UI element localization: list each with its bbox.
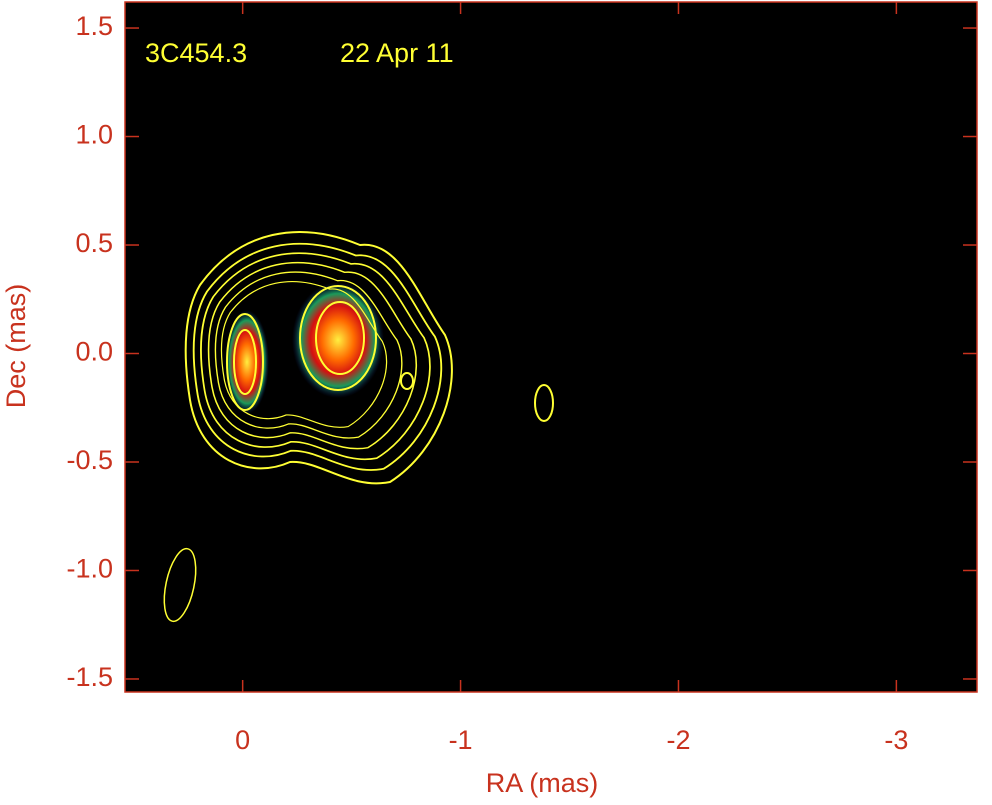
contour xyxy=(184,231,453,485)
x-tick-label: -1 xyxy=(449,725,473,755)
y-tick-label: 0.0 xyxy=(75,337,113,367)
x-axis-label: RA (mas) xyxy=(486,768,599,798)
plot-frame xyxy=(124,1,978,693)
contour xyxy=(299,285,377,391)
beam xyxy=(163,547,197,623)
contour xyxy=(534,384,554,422)
x-tick-label: -2 xyxy=(666,725,690,755)
contour xyxy=(400,372,414,390)
x-tick-label: 0 xyxy=(235,725,250,755)
annotation: 3C454.3 xyxy=(145,38,247,68)
y-tick-label: 1.5 xyxy=(75,11,113,41)
y-tick-label: -1.5 xyxy=(66,662,113,692)
y-axis-label: Dec (mas) xyxy=(1,284,31,409)
beam-ellipse xyxy=(163,547,197,623)
core-blob xyxy=(225,310,269,414)
annotation: 22 Apr 11 xyxy=(340,38,454,68)
y-tick-label: 0.5 xyxy=(75,228,113,258)
contours xyxy=(184,231,554,485)
emission xyxy=(225,282,384,414)
y-tick-label: -0.5 xyxy=(66,445,113,475)
x-tick-label: -3 xyxy=(884,725,908,755)
y-tick-label: 1.0 xyxy=(75,120,113,150)
jet-blob xyxy=(292,282,384,398)
y-tick-label: -1.0 xyxy=(66,554,113,584)
contour xyxy=(315,301,365,375)
contour xyxy=(226,313,264,411)
contour xyxy=(233,329,257,395)
